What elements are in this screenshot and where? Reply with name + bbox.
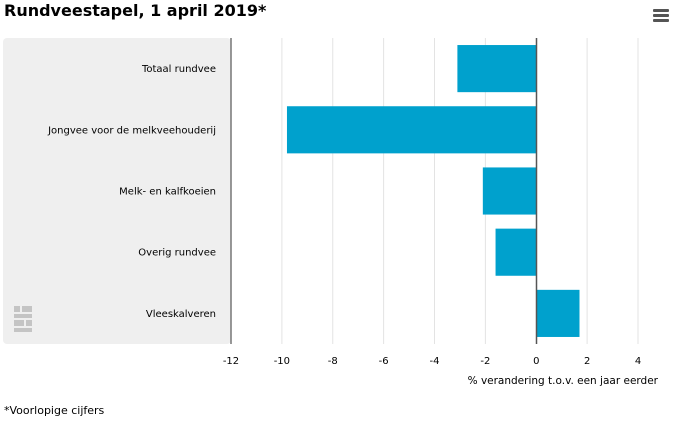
bar-chart: Totaal rundvee Jongvee voor de melkveehou… [3,38,659,387]
chart-title: Rundveestapel, 1 april 2019* [4,1,267,20]
bar[interactable] [286,106,537,154]
bar[interactable] [457,45,537,93]
x-tick-label: -12 [223,356,239,367]
x-tick-label: 4 [635,356,641,367]
x-tick-label: 0 [533,356,539,367]
x-axis-label: % verandering t.o.v. een jaar eerder [468,375,659,387]
x-tick-label: -4 [430,356,440,367]
x-tick-label: -10 [274,356,290,367]
category-label: Overig rundvee [138,248,216,259]
category-panel [3,38,231,344]
x-tick-labels: -12 -10 -8 -6 -4 -2 0 2 4 [223,356,641,367]
category-label: Totaal rundvee [141,64,216,75]
x-tick-label: -6 [379,356,389,367]
category-labels: Totaal rundvee Jongvee voor de melkveehou… [47,64,216,320]
category-label: Vleeskalveren [146,309,216,320]
hamburger-menu-icon[interactable] [652,8,670,24]
x-tick-label: 2 [584,356,590,367]
bar[interactable] [482,167,537,215]
x-tick-label: -8 [328,356,338,367]
footnote: *Voorlopige cijfers [4,404,105,417]
category-label: Jongvee voor de melkveehouderij [47,125,216,136]
bars [286,45,580,337]
cbs-logo-icon [14,306,32,332]
bar[interactable] [495,228,537,276]
bar[interactable] [536,289,580,337]
category-label: Melk- en kalfkoeien [119,187,216,198]
x-tick-label: -2 [480,356,490,367]
